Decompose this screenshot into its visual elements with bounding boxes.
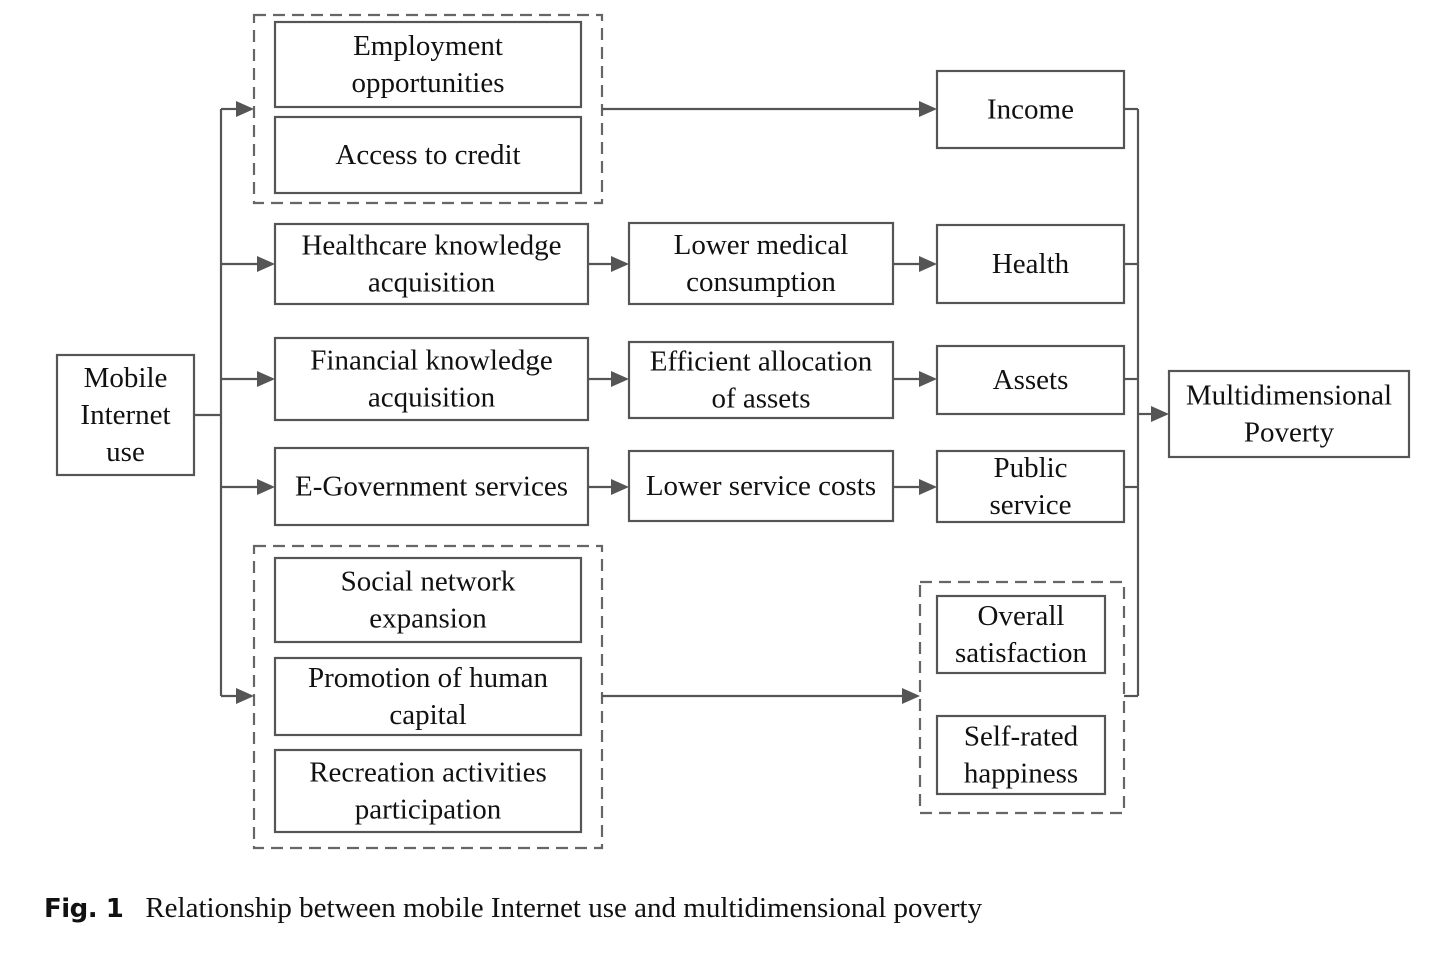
node-label: Overall: [978, 600, 1065, 632]
node-box: [627, 449, 895, 523]
node-label: Lower service costs: [646, 470, 876, 502]
node-label: Assets: [993, 364, 1069, 396]
arrowhead: [919, 101, 937, 117]
node-label: Recreation activities: [309, 757, 547, 789]
node-assets: Assets: [935, 344, 1126, 416]
node-box: [273, 446, 590, 527]
node-label: satisfaction: [955, 637, 1088, 669]
arrowhead: [611, 371, 629, 387]
node-label: service: [989, 489, 1071, 521]
node-box: [935, 594, 1107, 675]
arrowhead: [919, 256, 937, 272]
node-box: [273, 20, 583, 109]
node-health: Health: [935, 223, 1126, 305]
node-income: Income: [935, 69, 1126, 150]
node-label: expansion: [369, 603, 487, 635]
node-box: [273, 222, 590, 306]
node-label: Employment: [353, 30, 503, 62]
arrowhead: [902, 688, 920, 704]
node-egovernment-services: E-Government services: [273, 446, 590, 527]
group-subjective-wellbeing: [918, 580, 1126, 815]
arrowhead: [236, 101, 254, 117]
node-label: happiness: [964, 758, 1078, 790]
diagram: Mobile Internet use Employment opportunities…: [55, 13, 1411, 850]
node-access-to-credit: Access to credit: [273, 115, 583, 195]
arrowhead: [1151, 406, 1169, 422]
caption-text: Relationship between mobile Internet use…: [145, 892, 983, 924]
node-label: Poverty: [1244, 417, 1335, 449]
node-label: Internet: [80, 399, 170, 431]
node-box: [273, 336, 590, 422]
node-lower-medical: Lower medical consumption: [627, 221, 895, 306]
node-label: capital: [389, 699, 466, 731]
node-label: opportunities: [351, 67, 504, 99]
arrowhead: [257, 479, 275, 495]
node-box: [273, 748, 583, 834]
node-label: Access to credit: [335, 139, 520, 171]
node-label: Social network: [341, 566, 516, 598]
node-label: Income: [987, 94, 1074, 126]
node-box: [55, 353, 196, 477]
node-label: Healthcare knowledge: [301, 230, 561, 262]
node-box: [935, 69, 1126, 150]
node-label: Public: [993, 452, 1067, 484]
node-label: acquisition: [368, 382, 496, 414]
node-mobile-internet-use: Mobile Internet use: [55, 353, 196, 477]
node-label: Health: [992, 248, 1070, 280]
node-label: E-Government services: [295, 471, 568, 503]
node-label: Lower medical: [674, 229, 849, 261]
node-label: participation: [355, 794, 502, 826]
caption-label: Fig. 1: [44, 894, 124, 924]
node-label: use: [106, 436, 145, 468]
node-self-rated-happiness: Self-rated happiness: [935, 714, 1107, 796]
node-box: [627, 340, 895, 420]
node-label: consumption: [686, 266, 836, 298]
arrowhead: [919, 479, 937, 495]
node-efficient-allocation: Efficient allocation of assets: [627, 340, 895, 420]
node-financial-knowledge: Financial knowledge acquisition: [273, 336, 590, 422]
node-label: Mobile: [84, 362, 168, 394]
figure-caption: Fig. 1 Relationship between mobile Intern…: [44, 892, 982, 925]
node-box: [935, 223, 1126, 305]
node-human-capital: Promotion of human capital: [273, 656, 583, 737]
node-overall-satisfaction: Overall satisfaction: [935, 594, 1107, 675]
arrowhead: [257, 371, 275, 387]
node-label: Efficient allocation: [650, 346, 873, 378]
node-label: acquisition: [368, 267, 496, 299]
node-box: [273, 115, 583, 195]
node-employment-opportunities: Employment opportunities: [273, 20, 583, 109]
node-healthcare-knowledge: Healthcare knowledge acquisition: [273, 222, 590, 306]
arrowhead: [257, 256, 275, 272]
node-box: [273, 556, 583, 644]
node-social-network: Social network expansion: [273, 556, 583, 644]
node-box: [1167, 369, 1411, 459]
arrowhead: [611, 479, 629, 495]
node-recreation: Recreation activities participation: [273, 748, 583, 834]
node-box: [935, 449, 1126, 524]
node-label: Multidimensional: [1186, 380, 1392, 412]
node-label: Promotion of human: [308, 662, 549, 694]
node-multidimensional-poverty: Multidimensional Poverty: [1167, 369, 1411, 459]
node-box: [273, 656, 583, 737]
node-label: Self-rated: [964, 721, 1079, 753]
arrowhead: [611, 256, 629, 272]
node-box: [627, 221, 895, 306]
arrowhead: [919, 371, 937, 387]
node-label: of assets: [711, 383, 810, 415]
node-box: [935, 344, 1126, 416]
node-lower-service-costs: Lower service costs: [627, 449, 895, 523]
arrowhead: [236, 688, 254, 704]
node-box: [935, 714, 1107, 796]
node-public-service: Public service: [935, 449, 1126, 524]
node-label: Financial knowledge: [310, 345, 552, 377]
